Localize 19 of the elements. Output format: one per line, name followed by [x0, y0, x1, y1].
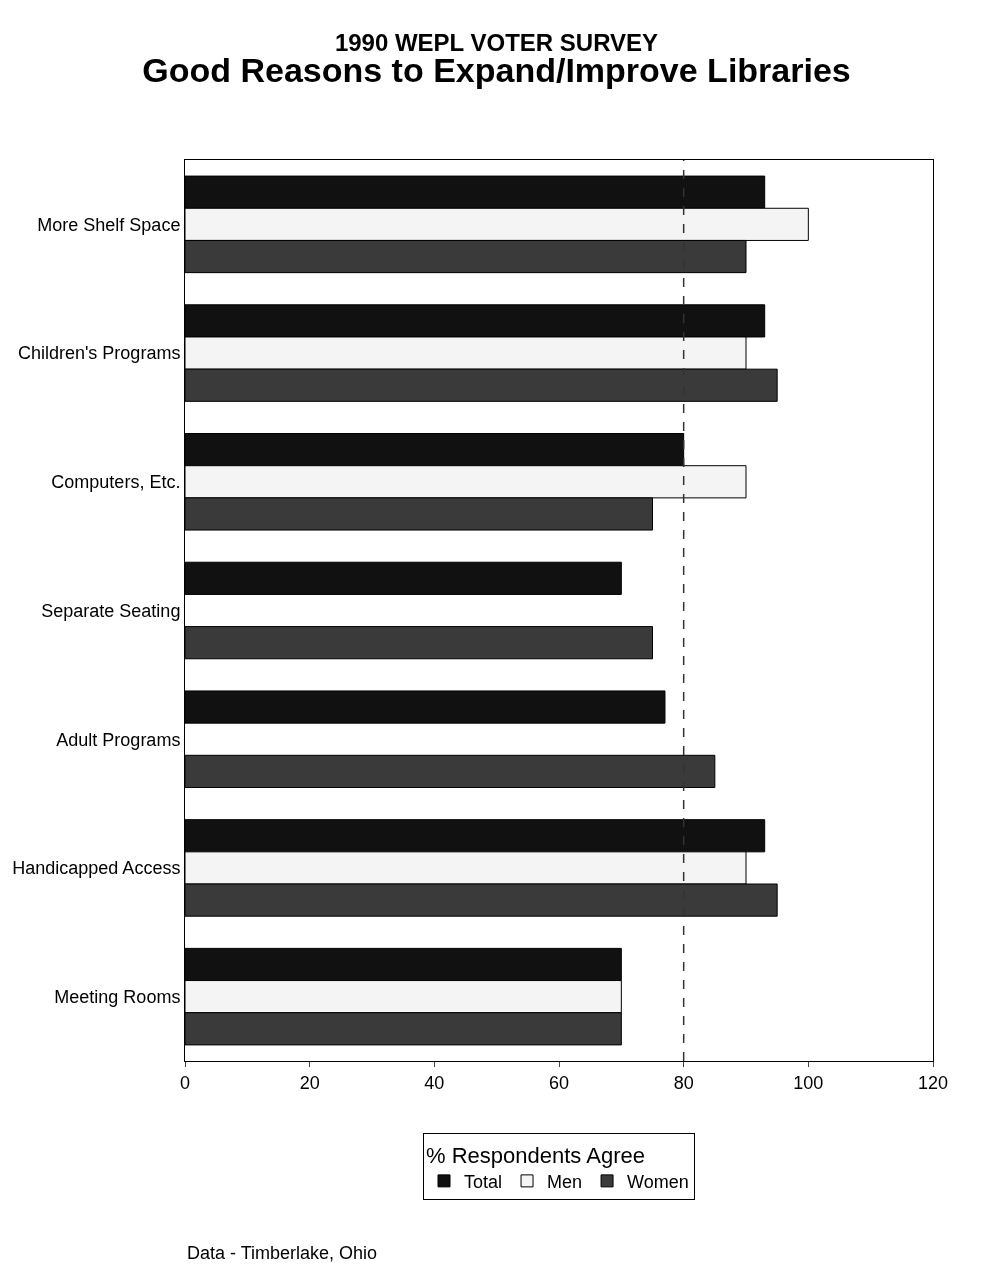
x-tick-label: 40 [424, 1072, 445, 1093]
y-tick-label: Children's Programs [17, 343, 181, 364]
text: Data - Timberlake, Ohio [187, 1243, 378, 1263]
y-tick-label: More Shelf Space [37, 214, 181, 235]
x-tick-label: 20 [299, 1072, 320, 1093]
x-tick-label: 0 [179, 1072, 191, 1093]
x-tick-label: 60 [548, 1072, 570, 1093]
legend-title: % Respondents Agree [426, 1142, 645, 1168]
legend-label: Women [627, 1171, 689, 1192]
legend-label: Men [547, 1171, 583, 1192]
y-tick-label: Adult Programs [56, 729, 181, 750]
y-tick-label: Separate Seating [41, 600, 181, 621]
x-tick-label: 100 [793, 1072, 824, 1093]
x-tick-label: 120 [917, 1072, 949, 1093]
y-tick-label: Handicapped Access [12, 858, 181, 879]
y-tick-label: Meeting Rooms [54, 986, 181, 1007]
legend-label: Total [464, 1171, 503, 1192]
x-tick-label: 80 [673, 1072, 694, 1093]
y-tick-label: Computers, Etc. [51, 472, 181, 493]
